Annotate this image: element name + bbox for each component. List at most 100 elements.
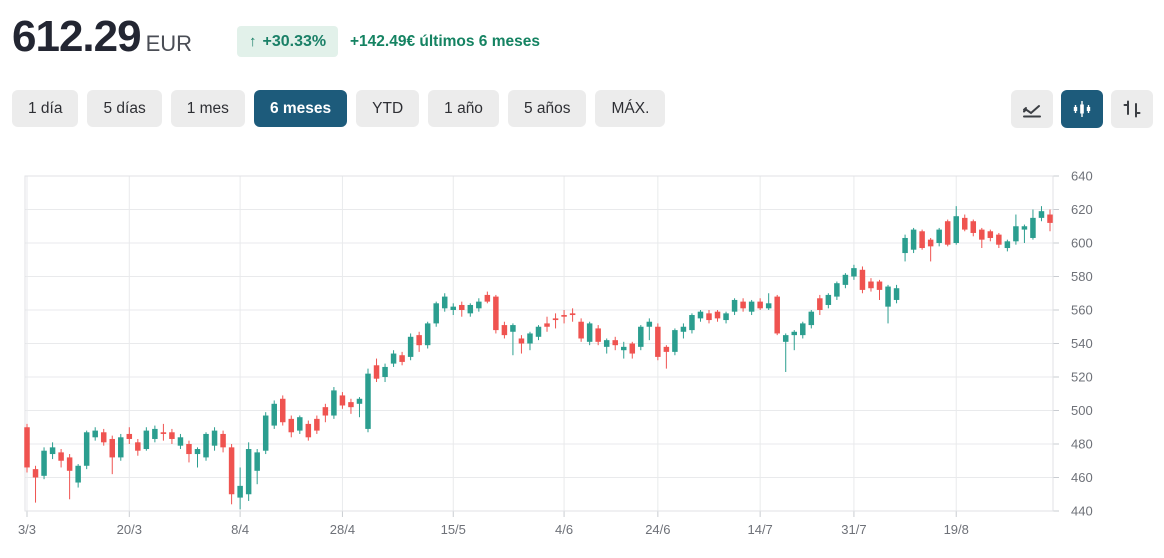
candle-body	[953, 216, 959, 243]
y-axis-label: 640	[1071, 169, 1093, 184]
candle-body	[49, 447, 56, 455]
candle-body	[348, 402, 354, 408]
y-axis-label: 540	[1071, 336, 1093, 351]
candle-body	[331, 390, 337, 416]
candle-body	[723, 313, 729, 321]
candle-body	[851, 268, 857, 277]
candle-body	[510, 325, 516, 332]
candle-body	[135, 442, 141, 451]
candle-body	[731, 299, 738, 312]
candle-body	[791, 331, 797, 336]
range-tab-6-meses[interactable]: 6 meses	[253, 90, 348, 127]
candle-body	[842, 274, 849, 285]
candle-body	[424, 323, 431, 346]
candle-body	[748, 301, 755, 312]
line-chart-tool-button[interactable]	[1011, 90, 1053, 128]
candle-body	[92, 430, 98, 438]
candle-body	[987, 231, 994, 238]
current-price: 612.29	[12, 12, 142, 61]
candle-body	[459, 304, 465, 310]
candle-body	[314, 418, 320, 431]
range-tab-m-x-[interactable]: MÁX.	[595, 90, 666, 127]
candle-body	[228, 447, 235, 495]
candle-body	[518, 338, 525, 344]
range-tab-ytd[interactable]: YTD	[356, 90, 420, 127]
candle-body	[109, 438, 115, 458]
candle-body	[859, 269, 866, 290]
candle-body	[467, 304, 474, 314]
candle-body	[390, 353, 397, 364]
candle-body	[919, 231, 925, 249]
candle-body	[288, 418, 295, 433]
candle-body	[237, 485, 243, 498]
y-axis-label: 460	[1071, 470, 1093, 485]
candlestick-tool-button[interactable]	[1061, 90, 1103, 128]
range-tab-1-mes[interactable]: 1 mes	[170, 90, 245, 127]
candle-body	[902, 237, 908, 254]
candle-body	[893, 288, 900, 300]
candle-body	[970, 221, 977, 233]
candle-body	[280, 398, 286, 423]
chart-type-toolbar	[1011, 90, 1153, 128]
x-axis-label: 24/6	[645, 522, 670, 537]
candle-body	[552, 318, 559, 321]
candle-body	[655, 326, 661, 357]
candle-body	[143, 430, 150, 450]
candle-body	[399, 355, 405, 362]
x-axis-label: 14/7	[747, 522, 772, 537]
candle-body	[603, 340, 610, 347]
candle-body	[32, 469, 39, 478]
candle-body	[484, 294, 491, 302]
x-axis-label: 4/6	[555, 522, 573, 537]
plot-border	[24, 175, 1054, 512]
candle-body	[41, 450, 47, 476]
candle-body	[433, 303, 439, 324]
range-tab-1-d-a[interactable]: 1 día	[12, 90, 79, 127]
candle-body	[834, 283, 840, 297]
price-chart[interactable]: 440 460 480 500 520 540 560 580 600 620 640 3/3 20/3…	[0, 160, 1164, 558]
candle-body	[254, 452, 260, 471]
candle-body	[569, 313, 576, 316]
candle-body	[689, 315, 695, 331]
y-axis-label: 580	[1071, 269, 1093, 284]
y-axis-label: 500	[1071, 403, 1093, 418]
candle-body	[578, 321, 584, 339]
candle-body	[663, 346, 670, 352]
candle-body	[100, 432, 107, 443]
candle-body	[638, 326, 644, 347]
candle-body	[118, 437, 124, 458]
ohlc-icon	[1123, 100, 1141, 118]
candle-body	[356, 398, 363, 404]
candle-body	[740, 301, 746, 309]
candle-body	[774, 296, 780, 334]
range-tabs: 1 día 5 días 1 mes 6 meses YTD 1 año 5 años MÁX…	[12, 90, 666, 127]
candle-body	[24, 427, 30, 468]
change-absolute-text: +142.49€ últimos 6 meses	[350, 33, 540, 50]
candle-body	[910, 229, 917, 250]
y-axis-label: 520	[1071, 370, 1093, 385]
range-tab-5-a-os[interactable]: 5 años	[507, 90, 587, 127]
ohlc-tool-button[interactable]	[1111, 90, 1153, 128]
candle-body	[876, 281, 883, 290]
y-axis-label: 480	[1071, 437, 1093, 452]
candle-body	[75, 465, 81, 483]
range-tab-5-d-as[interactable]: 5 días	[87, 90, 162, 127]
candle-body	[646, 321, 653, 327]
candle-body	[382, 366, 388, 377]
candle-body	[322, 407, 329, 416]
candle-body	[535, 326, 542, 337]
candle-body	[501, 325, 508, 336]
candle-body	[1004, 241, 1011, 249]
x-axis-label: 20/3	[117, 522, 142, 537]
candle-body	[885, 286, 891, 307]
candle-body	[868, 281, 874, 289]
range-tab-1-a-o[interactable]: 1 año	[428, 90, 499, 127]
x-axis-label: 8/4	[231, 522, 249, 537]
candle-body	[782, 335, 789, 342]
y-axis-label: 440	[1071, 504, 1093, 519]
candle-body	[561, 315, 567, 317]
y-axis-label: 600	[1071, 236, 1093, 251]
candle-body	[416, 335, 422, 346]
candle-body	[714, 311, 721, 319]
candle-body	[1030, 217, 1036, 238]
